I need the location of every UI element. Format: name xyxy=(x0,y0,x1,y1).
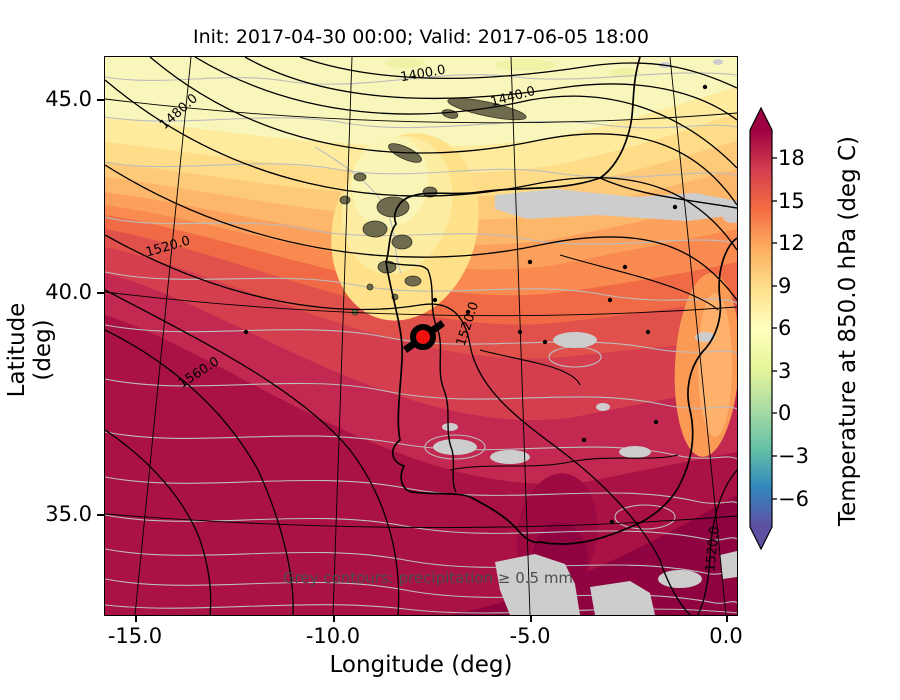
x-tick-label: -10.0 xyxy=(305,624,361,648)
x-tick-label: 0.0 xyxy=(709,624,743,648)
colorbar-tick-label: −3 xyxy=(778,444,809,468)
station-marker xyxy=(402,320,446,353)
x-tick-label: -15.0 xyxy=(107,624,163,648)
colorbar-tickmarks xyxy=(772,157,777,500)
y-tick-label: 35.0 xyxy=(45,502,92,526)
cloud-patches-olive xyxy=(339,97,527,316)
colorbar-label: Temperature at 850.0 hPa (deg C) xyxy=(835,135,861,527)
colorbar-tick-label: 0 xyxy=(778,401,792,425)
y-axis-label: Latitude (deg) xyxy=(4,302,56,398)
y-tickmark xyxy=(97,99,105,101)
geopotential-contours xyxy=(105,57,737,615)
precipitation-contours xyxy=(105,72,737,614)
colorbar xyxy=(746,103,796,563)
lake-dots xyxy=(243,84,708,525)
colorbar-tick-label: 9 xyxy=(778,274,792,298)
precipitation-patches xyxy=(433,59,737,615)
colorbar-tick-label: 15 xyxy=(778,189,805,213)
coastline xyxy=(385,57,737,545)
colorbar-tick-label: −6 xyxy=(778,487,809,511)
x-tick-label: -5.0 xyxy=(509,624,551,648)
plot-title: Init: 2017-04-30 00:00; Valid: 2017-06-0… xyxy=(193,26,649,48)
map-plot: 1400.0 1440.0 1480.0 1520.0 1560.0 1520.… xyxy=(104,56,738,616)
x-tickmark xyxy=(530,615,532,622)
x-tickmark xyxy=(726,615,728,622)
y-tickmark xyxy=(97,292,105,294)
x-tickmark xyxy=(135,615,137,622)
x-tickmark xyxy=(333,615,335,622)
y-tickmark xyxy=(97,514,105,516)
colorbar-tick-label: 18 xyxy=(778,146,805,170)
colorbar-tick-label: 12 xyxy=(778,231,805,255)
colorbar-canvas xyxy=(749,106,777,551)
colorbar-tick-label: 6 xyxy=(778,316,792,340)
x-axis-label: Longitude (deg) xyxy=(329,652,513,678)
map-canvas xyxy=(105,57,737,615)
colorbar-tick-label: 3 xyxy=(778,359,792,383)
graticule xyxy=(105,57,737,615)
precip-annotation: Grey contours: precipitation ≥ 0.5 mm xyxy=(282,569,574,587)
y-tick-label: 40.0 xyxy=(45,280,92,304)
y-tick-label: 45.0 xyxy=(45,87,92,111)
